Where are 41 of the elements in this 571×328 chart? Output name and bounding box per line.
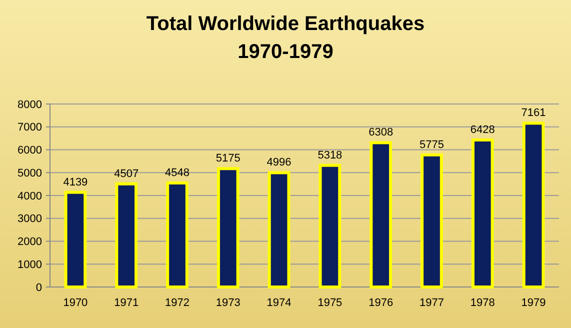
y-tick-label: 0 <box>36 282 42 294</box>
data-label: 7161 <box>521 107 546 120</box>
data-label: 4548 <box>165 166 190 179</box>
data-label: 6428 <box>470 124 495 136</box>
data-label: 4996 <box>266 156 292 169</box>
bar <box>216 167 240 288</box>
bar <box>318 164 342 288</box>
x-tick-label: 1977 <box>420 297 444 309</box>
data-label: 4507 <box>114 168 139 180</box>
data-label: 5775 <box>420 138 444 151</box>
y-tick-label: 4000 <box>18 190 42 202</box>
bar <box>420 153 443 288</box>
chart-subtitle: 1970-1979 <box>238 41 334 63</box>
y-tick-label: 1000 <box>18 258 42 271</box>
y-tick-label: 3000 <box>18 213 42 226</box>
bar <box>64 190 87 288</box>
x-tick-label: 1979 <box>521 297 546 309</box>
x-tick-label: 1973 <box>216 297 240 309</box>
x-tick-label: 1971 <box>114 297 139 309</box>
bar <box>522 122 545 288</box>
y-tick-label: 8000 <box>18 98 42 111</box>
data-label: 5175 <box>216 152 240 165</box>
x-tick-label: 1974 <box>266 297 292 309</box>
bar <box>370 141 392 288</box>
data-label: 5318 <box>318 149 342 162</box>
y-tick-label: 5000 <box>18 167 42 180</box>
bar <box>268 171 290 288</box>
data-label: 4139 <box>63 176 88 188</box>
data-label: 6308 <box>368 126 394 139</box>
x-tick-label: 1975 <box>318 297 342 309</box>
y-tick-label: 2000 <box>18 236 42 248</box>
bar <box>115 182 138 288</box>
chart-title: Total Worldwide Earthquakes <box>146 13 425 35</box>
x-tick-label: 1978 <box>470 297 495 309</box>
x-tick-label: 1970 <box>63 297 88 309</box>
bar <box>471 138 494 288</box>
y-tick-label: 6000 <box>18 144 42 157</box>
y-tick-label: 7000 <box>18 122 42 134</box>
bar <box>166 181 188 288</box>
x-tick-label: 1972 <box>165 297 190 309</box>
x-tick-label: 1976 <box>368 297 394 309</box>
